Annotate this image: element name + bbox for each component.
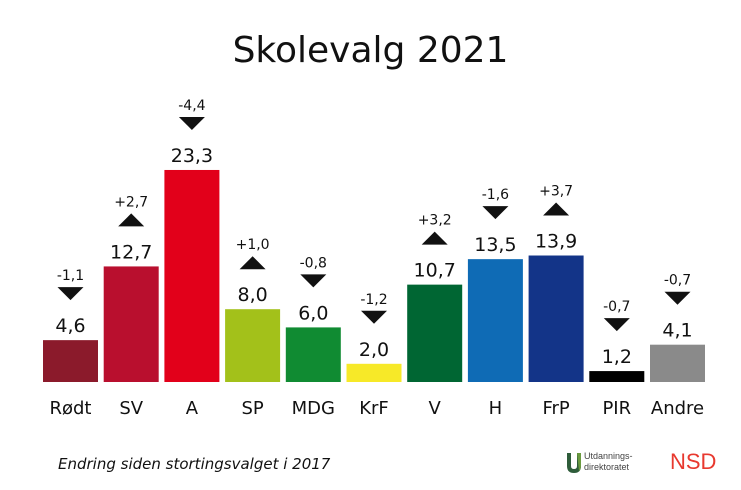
change-arrow-6 bbox=[421, 231, 448, 245]
value-label-1: 12,7 bbox=[110, 241, 152, 263]
value-label-4: 6,0 bbox=[298, 302, 328, 324]
nsd-logo: NSD bbox=[670, 449, 717, 474]
chart-title: Skolevalg 2021 bbox=[232, 30, 509, 71]
value-label-8: 13,9 bbox=[535, 231, 577, 253]
value-label-5: 2,0 bbox=[359, 339, 389, 361]
change-arrow-9 bbox=[603, 318, 630, 332]
bar-2 bbox=[164, 169, 220, 382]
bar-10 bbox=[650, 344, 705, 382]
value-label-2: 23,3 bbox=[171, 145, 213, 167]
change-label-5: -1,2 bbox=[360, 292, 387, 308]
bar-7 bbox=[467, 259, 523, 382]
bar-4 bbox=[285, 327, 341, 382]
bar-5 bbox=[346, 363, 402, 382]
change-label-10: -0,7 bbox=[664, 273, 691, 289]
change-label-0: -1,1 bbox=[57, 268, 84, 284]
bar-0 bbox=[43, 340, 98, 382]
category-label-6: V bbox=[429, 398, 442, 419]
change-arrow-4 bbox=[300, 274, 327, 288]
change-label-1: +2,7 bbox=[114, 194, 148, 210]
category-label-0: Rødt bbox=[49, 398, 91, 419]
bar-1 bbox=[103, 266, 159, 382]
value-label-7: 13,5 bbox=[474, 234, 516, 256]
category-label-10: Andre bbox=[651, 398, 704, 419]
value-label-3: 8,0 bbox=[237, 284, 267, 306]
change-arrow-5 bbox=[361, 310, 387, 324]
value-label-10: 4,1 bbox=[662, 320, 692, 342]
category-label-8: FrP bbox=[542, 398, 569, 419]
bar-6 bbox=[407, 284, 463, 382]
category-label-1: SV bbox=[119, 398, 143, 419]
category-label-9: PIR bbox=[602, 398, 631, 419]
change-arrow-1 bbox=[118, 213, 145, 227]
value-label-6: 10,7 bbox=[414, 260, 456, 282]
value-label-9: 1,2 bbox=[602, 346, 632, 368]
value-label-0: 4,6 bbox=[55, 315, 85, 337]
change-arrow-10 bbox=[664, 291, 691, 305]
change-label-8: +3,7 bbox=[539, 184, 573, 200]
change-label-2: -4,4 bbox=[178, 98, 205, 114]
udir-logo: Utdannings- direktoratet bbox=[566, 448, 656, 478]
change-label-4: -0,8 bbox=[300, 255, 327, 271]
category-label-7: H bbox=[489, 398, 503, 419]
udir-logo-mark-icon bbox=[567, 453, 581, 473]
category-label-4: MDG bbox=[292, 398, 335, 419]
change-label-6: +3,2 bbox=[418, 213, 452, 229]
change-arrow-3 bbox=[239, 256, 266, 270]
footnote: Endring siden stortingsvalget i 2017 bbox=[58, 455, 331, 473]
change-arrow-8 bbox=[543, 202, 570, 216]
change-label-9: -0,7 bbox=[603, 299, 630, 315]
udir-logo-text: Utdannings- direktoratet bbox=[584, 451, 633, 472]
change-label-7: -1,6 bbox=[482, 187, 509, 203]
change-arrow-0 bbox=[57, 287, 84, 301]
bar-3 bbox=[225, 309, 281, 382]
category-label-5: KrF bbox=[359, 398, 389, 419]
change-arrow-7 bbox=[482, 206, 509, 220]
category-label-2: A bbox=[186, 398, 199, 419]
change-arrow-2 bbox=[178, 116, 205, 130]
bar-9 bbox=[589, 371, 645, 382]
bar-8 bbox=[528, 255, 584, 382]
category-label-3: SP bbox=[241, 398, 263, 419]
change-label-3: +1,0 bbox=[236, 237, 270, 253]
